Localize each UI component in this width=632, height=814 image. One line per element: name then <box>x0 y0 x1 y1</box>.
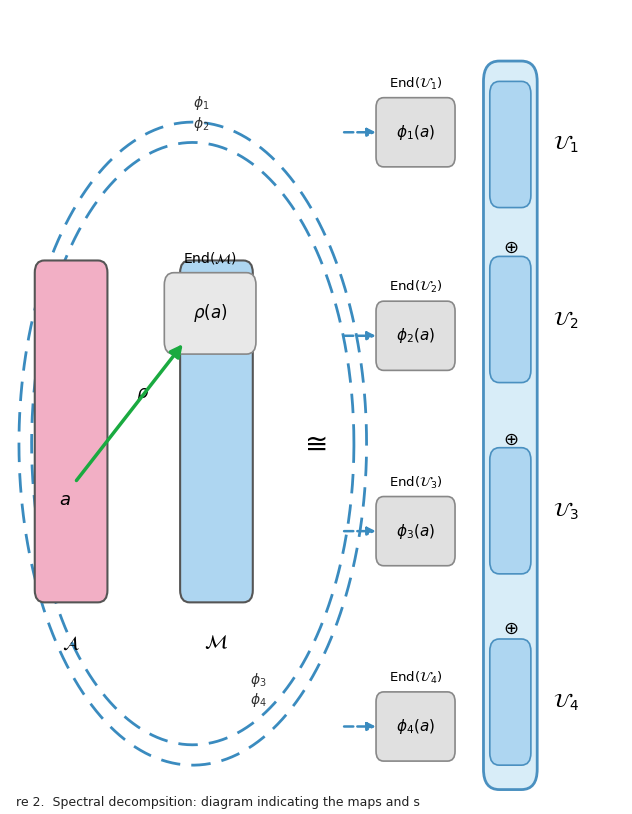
Text: $\rho(a)$: $\rho(a)$ <box>193 302 228 325</box>
Text: $\mathrm{End}(\mathcal{M})$: $\mathrm{End}(\mathcal{M})$ <box>183 250 237 266</box>
FancyBboxPatch shape <box>490 81 531 208</box>
FancyBboxPatch shape <box>180 260 253 602</box>
Text: $\mathcal{M}$: $\mathcal{M}$ <box>205 633 228 652</box>
Text: $\phi_4$: $\phi_4$ <box>250 691 266 709</box>
Text: $\mathcal{A}$: $\mathcal{A}$ <box>62 633 80 652</box>
FancyBboxPatch shape <box>376 98 455 167</box>
Text: $\mathcal{U}_2$: $\mathcal{U}_2$ <box>553 309 578 330</box>
FancyBboxPatch shape <box>376 692 455 761</box>
Text: $\mathrm{End}(\mathcal{U}_3)$: $\mathrm{End}(\mathcal{U}_3)$ <box>389 475 442 491</box>
Text: $\oplus$: $\oplus$ <box>502 619 518 637</box>
Text: $a$: $a$ <box>59 491 71 509</box>
Text: $\phi_3$: $\phi_3$ <box>250 671 266 689</box>
Text: $\phi_2$: $\phi_2$ <box>193 115 209 133</box>
Text: $\mathcal{U}_3$: $\mathcal{U}_3$ <box>553 501 579 522</box>
Text: $\phi_3(a)$: $\phi_3(a)$ <box>396 522 435 540</box>
Text: $\phi_2(a)$: $\phi_2(a)$ <box>396 326 435 345</box>
FancyBboxPatch shape <box>490 639 531 765</box>
Text: $\phi_4(a)$: $\phi_4(a)$ <box>396 717 435 736</box>
Text: re 2.  Spectral decompsition: diagram indicating the maps and s: re 2. Spectral decompsition: diagram ind… <box>16 796 420 809</box>
Text: $\mathrm{End}(\mathcal{U}_4)$: $\mathrm{End}(\mathcal{U}_4)$ <box>389 670 442 686</box>
FancyBboxPatch shape <box>35 260 107 602</box>
Text: $\mathcal{U}_1$: $\mathcal{U}_1$ <box>553 133 578 155</box>
Text: $\phi_1$: $\phi_1$ <box>193 94 209 112</box>
FancyBboxPatch shape <box>490 448 531 574</box>
FancyBboxPatch shape <box>483 61 537 790</box>
Text: $\cong$: $\cong$ <box>299 430 327 457</box>
FancyBboxPatch shape <box>376 301 455 370</box>
FancyBboxPatch shape <box>490 256 531 383</box>
FancyBboxPatch shape <box>376 497 455 566</box>
Text: $\oplus$: $\oplus$ <box>502 239 518 257</box>
Text: $\rho$: $\rho$ <box>136 386 149 404</box>
Text: $\mathrm{End}(\mathcal{U}_1)$: $\mathrm{End}(\mathcal{U}_1)$ <box>389 76 442 92</box>
Text: $\oplus$: $\oplus$ <box>502 431 518 449</box>
Text: $\mathcal{U}_4$: $\mathcal{U}_4$ <box>553 692 579 713</box>
Text: $\mathrm{End}(\mathcal{U}_2)$: $\mathrm{End}(\mathcal{U}_2)$ <box>389 279 442 295</box>
FancyBboxPatch shape <box>164 273 256 354</box>
Text: $\phi_1(a)$: $\phi_1(a)$ <box>396 123 435 142</box>
